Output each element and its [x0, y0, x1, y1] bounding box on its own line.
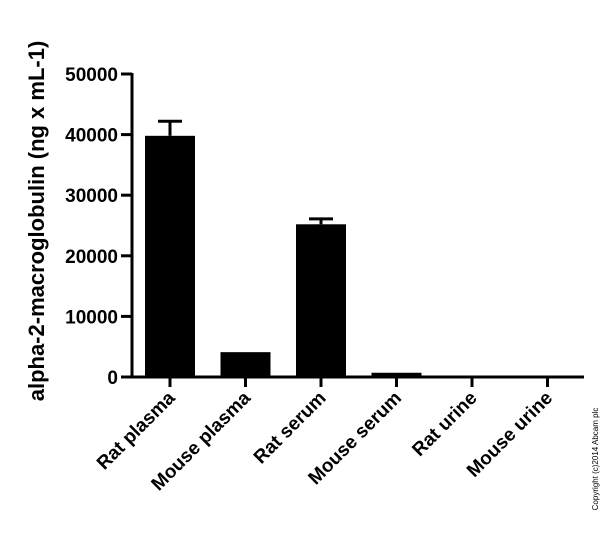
bar — [371, 372, 422, 377]
copyright-text: Copyright (c)2014 Abcam plc — [591, 408, 600, 511]
y-tick-label: 0 — [107, 368, 118, 389]
x-axis — [130, 375, 584, 387]
bar — [220, 352, 271, 377]
bars — [145, 135, 422, 377]
y-tick-label: 30000 — [65, 186, 118, 207]
bar — [145, 135, 195, 377]
category-label: Rat serum — [250, 388, 331, 469]
y-tick-label: 10000 — [65, 307, 118, 328]
y-tick-labels: 0 10000 20000 30000 40000 50000 — [65, 65, 118, 389]
category-label: Rat urine — [408, 388, 481, 461]
y-axis-title: alpha-2-macroglobulin (ng x mL-1) — [24, 41, 49, 402]
y-tick-label: 40000 — [65, 126, 118, 147]
bar — [296, 224, 346, 377]
y-tick-label: 20000 — [65, 247, 118, 268]
y-axis — [121, 72, 134, 379]
y-tick-label: 50000 — [65, 65, 118, 86]
error-bars — [158, 119, 333, 225]
